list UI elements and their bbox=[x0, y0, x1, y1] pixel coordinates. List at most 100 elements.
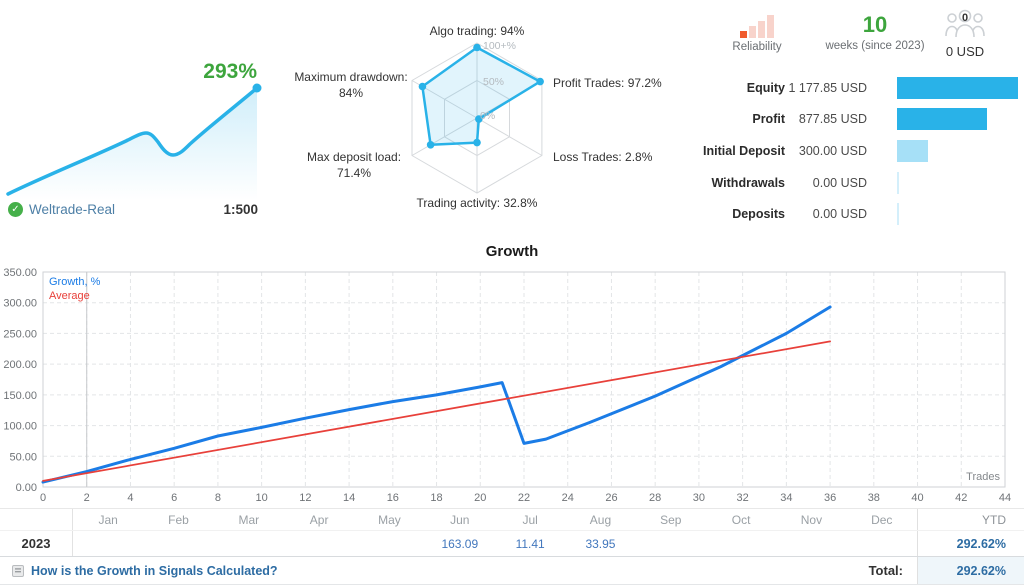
svg-text:100.00: 100.00 bbox=[3, 421, 37, 433]
month-value-cell: 163.09 bbox=[441, 536, 479, 551]
account-row-label: Initial Deposit bbox=[703, 143, 785, 158]
account-row-label: Equity bbox=[746, 80, 785, 95]
account-table-row: Deposits 0.00 USD bbox=[610, 198, 1024, 230]
account-table-row: Profit 877.85 USD bbox=[610, 104, 1024, 136]
svg-text:42: 42 bbox=[955, 492, 967, 504]
month-header-cell: Aug bbox=[589, 512, 612, 527]
svg-text:0: 0 bbox=[40, 492, 46, 504]
month-header-cell: Mar bbox=[238, 512, 260, 527]
svg-text:Trades: Trades bbox=[966, 471, 1000, 483]
account-row-bar bbox=[897, 108, 1024, 131]
radar-ring-label: 100+% bbox=[483, 40, 516, 52]
ytd-value-cell: 292.62% bbox=[917, 531, 1024, 556]
month-header-cell: May bbox=[378, 512, 401, 527]
total-label: Total: bbox=[868, 563, 903, 578]
account-row-value: 877.85 USD bbox=[798, 112, 867, 127]
svg-text:12: 12 bbox=[299, 492, 311, 504]
svg-text:26: 26 bbox=[605, 492, 617, 504]
signal-radar-chart bbox=[411, 42, 544, 194]
svg-text:22: 22 bbox=[518, 492, 530, 504]
growth-help-link[interactable]: How is the Growth in Signals Calculated? bbox=[31, 563, 278, 578]
radar-axis-label: 84% bbox=[338, 86, 364, 100]
account-row-bar bbox=[897, 203, 1024, 226]
account-row-value: 1 177.85 USD bbox=[788, 80, 867, 95]
account-row-label: Deposits bbox=[732, 207, 785, 222]
svg-text:8: 8 bbox=[215, 492, 221, 504]
month-header-cell: Sep bbox=[660, 512, 682, 527]
month-header-cell: Nov bbox=[800, 512, 823, 527]
members-widget: 0 0 USD bbox=[932, 8, 998, 59]
svg-text:34: 34 bbox=[780, 492, 792, 504]
account-row-value: 0.00 USD bbox=[812, 175, 867, 190]
svg-text:2: 2 bbox=[84, 492, 90, 504]
footer-right: Total: 292.62% bbox=[869, 557, 1024, 584]
account-row-value: 0.00 USD bbox=[812, 207, 867, 222]
account-growth-sparkline bbox=[6, 83, 262, 200]
radar-ring-label: 50% bbox=[483, 76, 505, 88]
year-cell: 2023 bbox=[0, 531, 73, 556]
svg-text:30: 30 bbox=[693, 492, 705, 504]
month-header-cell: Oct bbox=[731, 512, 751, 527]
account-row-bar bbox=[897, 171, 1024, 194]
svg-text:4: 4 bbox=[127, 492, 133, 504]
svg-text:350.00: 350.00 bbox=[3, 267, 37, 279]
svg-text:36: 36 bbox=[824, 492, 836, 504]
svg-text:50.00: 50.00 bbox=[9, 451, 37, 463]
reliability-bars-icon bbox=[722, 14, 792, 38]
svg-text:40: 40 bbox=[911, 492, 923, 504]
footer-left: How is the Growth in Signals Calculated? bbox=[0, 564, 278, 578]
account-row-bar bbox=[897, 76, 1024, 99]
sparkline-endpoint-dot bbox=[252, 83, 262, 93]
growth-table-month-header-row: Jan Feb Mar Apr May Jun Jul Aug Sep Oct Nov Dec YTD bbox=[0, 509, 1024, 531]
month-value-cell: 11.41 bbox=[515, 536, 545, 551]
weeks-widget: 10 weeks (since 2023) bbox=[818, 12, 932, 53]
svg-text:6: 6 bbox=[171, 492, 177, 504]
account-summary-table: Equity 1 177.85 USD Profit 877.85 USD Initia… bbox=[610, 72, 1024, 230]
funds-value: 0 USD bbox=[945, 44, 985, 59]
svg-text:200.00: 200.00 bbox=[3, 359, 37, 371]
month-header-cell: Apr bbox=[309, 512, 329, 527]
month-header-cell: Jun bbox=[450, 512, 470, 527]
radar-ring-label: 0% bbox=[480, 110, 496, 122]
svg-text:150.00: 150.00 bbox=[3, 390, 37, 402]
reliability-widget: Reliability bbox=[722, 14, 792, 53]
account-table-row: Equity 1 177.85 USD bbox=[610, 72, 1024, 104]
growth-table-values-row: 2023 163.09 11.41 33.95 292.62% bbox=[0, 531, 1024, 557]
total-value-cell: 292.62% bbox=[917, 557, 1024, 584]
radar-axis-label: 71.4% bbox=[336, 166, 372, 180]
weeks-value: 10 bbox=[862, 12, 888, 37]
month-header-cells: Jan Feb Mar Apr May Jun Jul Aug Sep Oct Nov Dec bbox=[73, 509, 917, 530]
growth-chart-title: Growth bbox=[485, 243, 539, 260]
members-icon bbox=[945, 9, 985, 38]
account-row-label: Withdrawals bbox=[711, 175, 785, 190]
radar-axis-label: Algo trading: 94% bbox=[429, 24, 525, 38]
account-table-row: Withdrawals 0.00 USD bbox=[610, 167, 1024, 199]
account-row-label: Profit bbox=[752, 112, 785, 127]
total-growth-percent: 293% bbox=[203, 60, 257, 83]
month-header-cell: Jul bbox=[522, 512, 538, 527]
leverage-value: 1:500 bbox=[223, 202, 258, 217]
month-value-cell: 33.95 bbox=[585, 536, 616, 551]
account-table-row: Initial Deposit 300.00 USD bbox=[610, 135, 1024, 167]
reliability-label: Reliability bbox=[732, 41, 782, 53]
radar-axis-label: Trading activity: 32.8% bbox=[416, 196, 538, 210]
account-row: ✓ Weltrade-Real 1:500 bbox=[8, 202, 258, 217]
svg-text:16: 16 bbox=[387, 492, 399, 504]
members-count: 0 bbox=[961, 12, 969, 24]
radar-axis-label: Maximum drawdown: bbox=[294, 70, 408, 84]
svg-text:10: 10 bbox=[256, 492, 268, 504]
year-header-cell bbox=[0, 509, 73, 530]
account-row-bar bbox=[897, 139, 1024, 162]
svg-text:300.00: 300.00 bbox=[3, 298, 37, 310]
month-header-cell: Dec bbox=[871, 512, 893, 527]
month-header-cell: Jan bbox=[98, 512, 118, 527]
account-row-value: 300.00 USD bbox=[798, 143, 867, 158]
svg-text:38: 38 bbox=[868, 492, 880, 504]
radar-axis-label: Loss Trades: 2.8% bbox=[553, 150, 653, 164]
svg-text:Growth, %: Growth, % bbox=[49, 276, 101, 288]
month-header-cell: Feb bbox=[168, 512, 189, 527]
ytd-header-cell: YTD bbox=[917, 509, 1024, 530]
growth-chart: 0 2 4 6 8 10 12 14 16 18 20 22 24 26 28 30 32 34 36 38 40 42 4… bbox=[3, 267, 1011, 504]
svg-text:Average: Average bbox=[49, 290, 90, 302]
